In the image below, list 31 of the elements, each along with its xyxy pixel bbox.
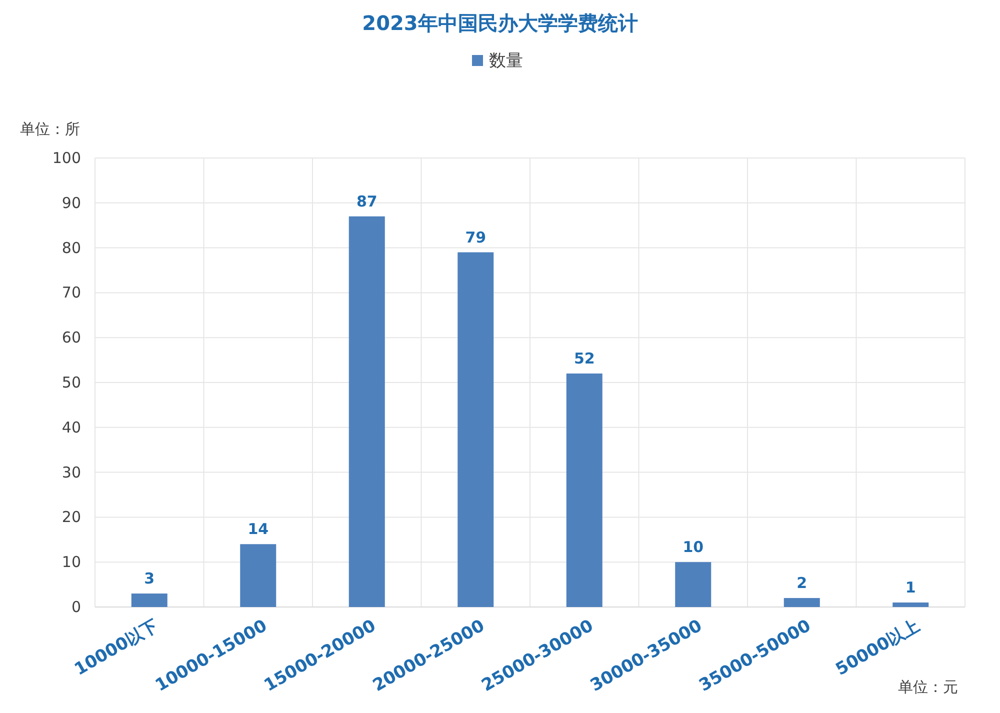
bar bbox=[458, 252, 494, 607]
y-tick-label: 10 bbox=[62, 553, 81, 572]
data-label: 79 bbox=[465, 228, 486, 246]
data-label: 2 bbox=[796, 574, 808, 592]
y-tick-label: 70 bbox=[62, 284, 81, 302]
data-label: 87 bbox=[356, 192, 378, 210]
data-label: 52 bbox=[574, 350, 595, 368]
data-label: 10 bbox=[682, 538, 704, 556]
bar bbox=[675, 562, 712, 607]
bar bbox=[566, 374, 602, 607]
data-label: 3 bbox=[144, 570, 155, 588]
y-tick-label: 50 bbox=[62, 374, 81, 392]
bar bbox=[240, 544, 276, 607]
y-tick-label: 30 bbox=[62, 463, 81, 482]
data-label: 14 bbox=[248, 520, 269, 538]
y-tick-label: 0 bbox=[71, 598, 81, 616]
bar bbox=[131, 594, 168, 607]
y-tick-label: 100 bbox=[52, 149, 81, 167]
bar bbox=[784, 598, 820, 607]
y-axis-title: 单位：所 bbox=[20, 120, 80, 138]
y-tick-label: 80 bbox=[62, 238, 81, 257]
y-tick-label: 90 bbox=[62, 194, 81, 212]
data-label: 1 bbox=[905, 578, 916, 597]
y-tick-label: 40 bbox=[62, 418, 81, 436]
y-tick-label: 60 bbox=[62, 328, 81, 347]
y-tick-label: 20 bbox=[62, 508, 81, 526]
chart-title: 2023年中国民办大学学费统计 bbox=[362, 11, 638, 35]
x-axis-title: 单位：元 bbox=[898, 678, 958, 696]
bar bbox=[348, 216, 385, 607]
bar bbox=[892, 602, 929, 607]
legend-label: 数量 bbox=[489, 51, 523, 71]
